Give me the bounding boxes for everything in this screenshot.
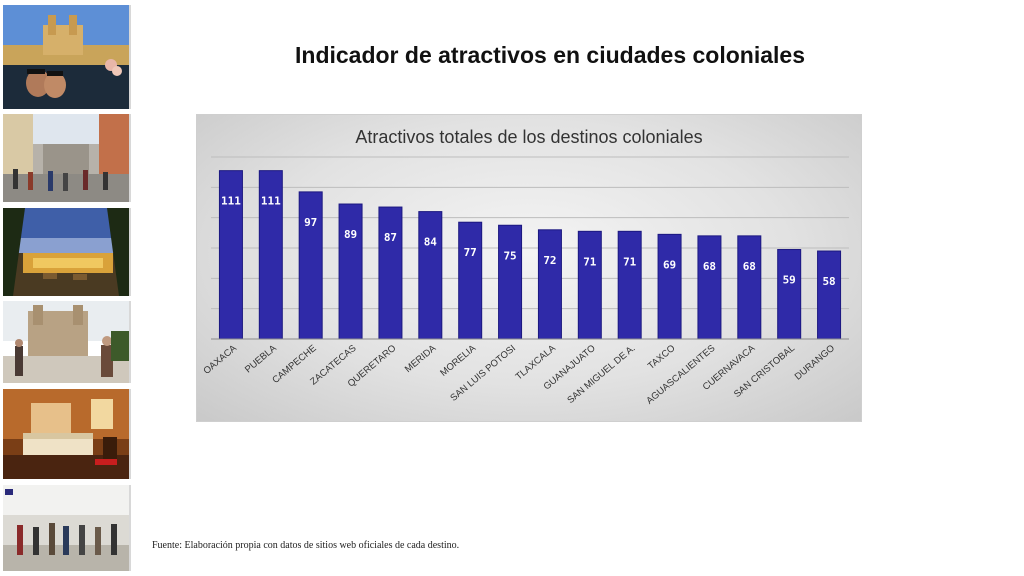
bar — [697, 235, 722, 340]
x-tick-label: OAXACA — [201, 342, 239, 376]
bar-value-label: 72 — [543, 254, 556, 267]
photo-church-plaza-tourists — [3, 301, 131, 383]
bar — [458, 221, 483, 340]
x-tick-label: TAXCO — [646, 343, 678, 372]
photo-crowd-walkway — [3, 485, 131, 571]
bar-value-label: 69 — [663, 258, 676, 271]
source-note: Fuente: Elaboración propia con datos de … — [152, 540, 460, 551]
bar — [657, 233, 682, 340]
x-tick-label: PUEBLA — [243, 342, 279, 375]
bar — [577, 230, 602, 340]
x-tick-label: MORELIA — [438, 342, 478, 378]
bar-value-label: 111 — [221, 195, 241, 208]
bar-value-label: 75 — [503, 249, 516, 262]
bar — [498, 224, 523, 340]
photo-hotel-room — [3, 389, 131, 479]
photo-hotel-terrace-sunset — [3, 208, 131, 296]
bar-value-label: 71 — [623, 255, 637, 268]
photo-strip — [0, 0, 131, 576]
x-tick-label: SAN MIGUEL DE A. — [565, 343, 637, 406]
bar-value-label: 59 — [783, 274, 796, 287]
x-tick-label: DURANGO — [793, 343, 837, 383]
bars — [218, 170, 842, 340]
bar — [737, 235, 762, 340]
bar-value-label: 68 — [703, 260, 716, 273]
bar — [817, 250, 842, 340]
bar-chart: Atractivos totales de los destinos colon… — [196, 114, 862, 422]
bar — [338, 203, 363, 340]
bar — [418, 211, 443, 340]
slide-title: Indicador de atractivos en ciudades colo… — [295, 42, 805, 68]
bar-value-label: 84 — [424, 236, 438, 249]
bar-value-label: 71 — [583, 255, 597, 268]
photo-pedestrian-street — [3, 114, 131, 202]
bar-chart-canvas: Atractivos totales de los destinos colon… — [201, 127, 849, 407]
photo-rooftop-pool-cathedral — [3, 5, 131, 109]
bar-value-label: 77 — [464, 246, 477, 259]
bar-value-label: 97 — [304, 216, 317, 229]
x-tick-label: MERIDA — [403, 342, 439, 375]
bar-value-label: 58 — [822, 275, 835, 288]
bar-value-label: 68 — [743, 260, 756, 273]
bar-value-label: 111 — [261, 195, 281, 208]
bar — [378, 206, 403, 340]
x-tick-label: AGUASCALIENTES — [644, 343, 717, 407]
bar-value-label: 87 — [384, 231, 397, 244]
bar-value-labels: 111 111 97 89 87 84 77 75 72 71 71 69 68 68 59 58 — [221, 195, 836, 288]
bar — [777, 249, 802, 340]
chart-title: Atractivos totales de los destinos colon… — [355, 127, 702, 147]
bar — [298, 191, 323, 340]
bar — [537, 229, 562, 340]
bar — [617, 230, 642, 340]
bar-value-label: 89 — [344, 228, 357, 241]
